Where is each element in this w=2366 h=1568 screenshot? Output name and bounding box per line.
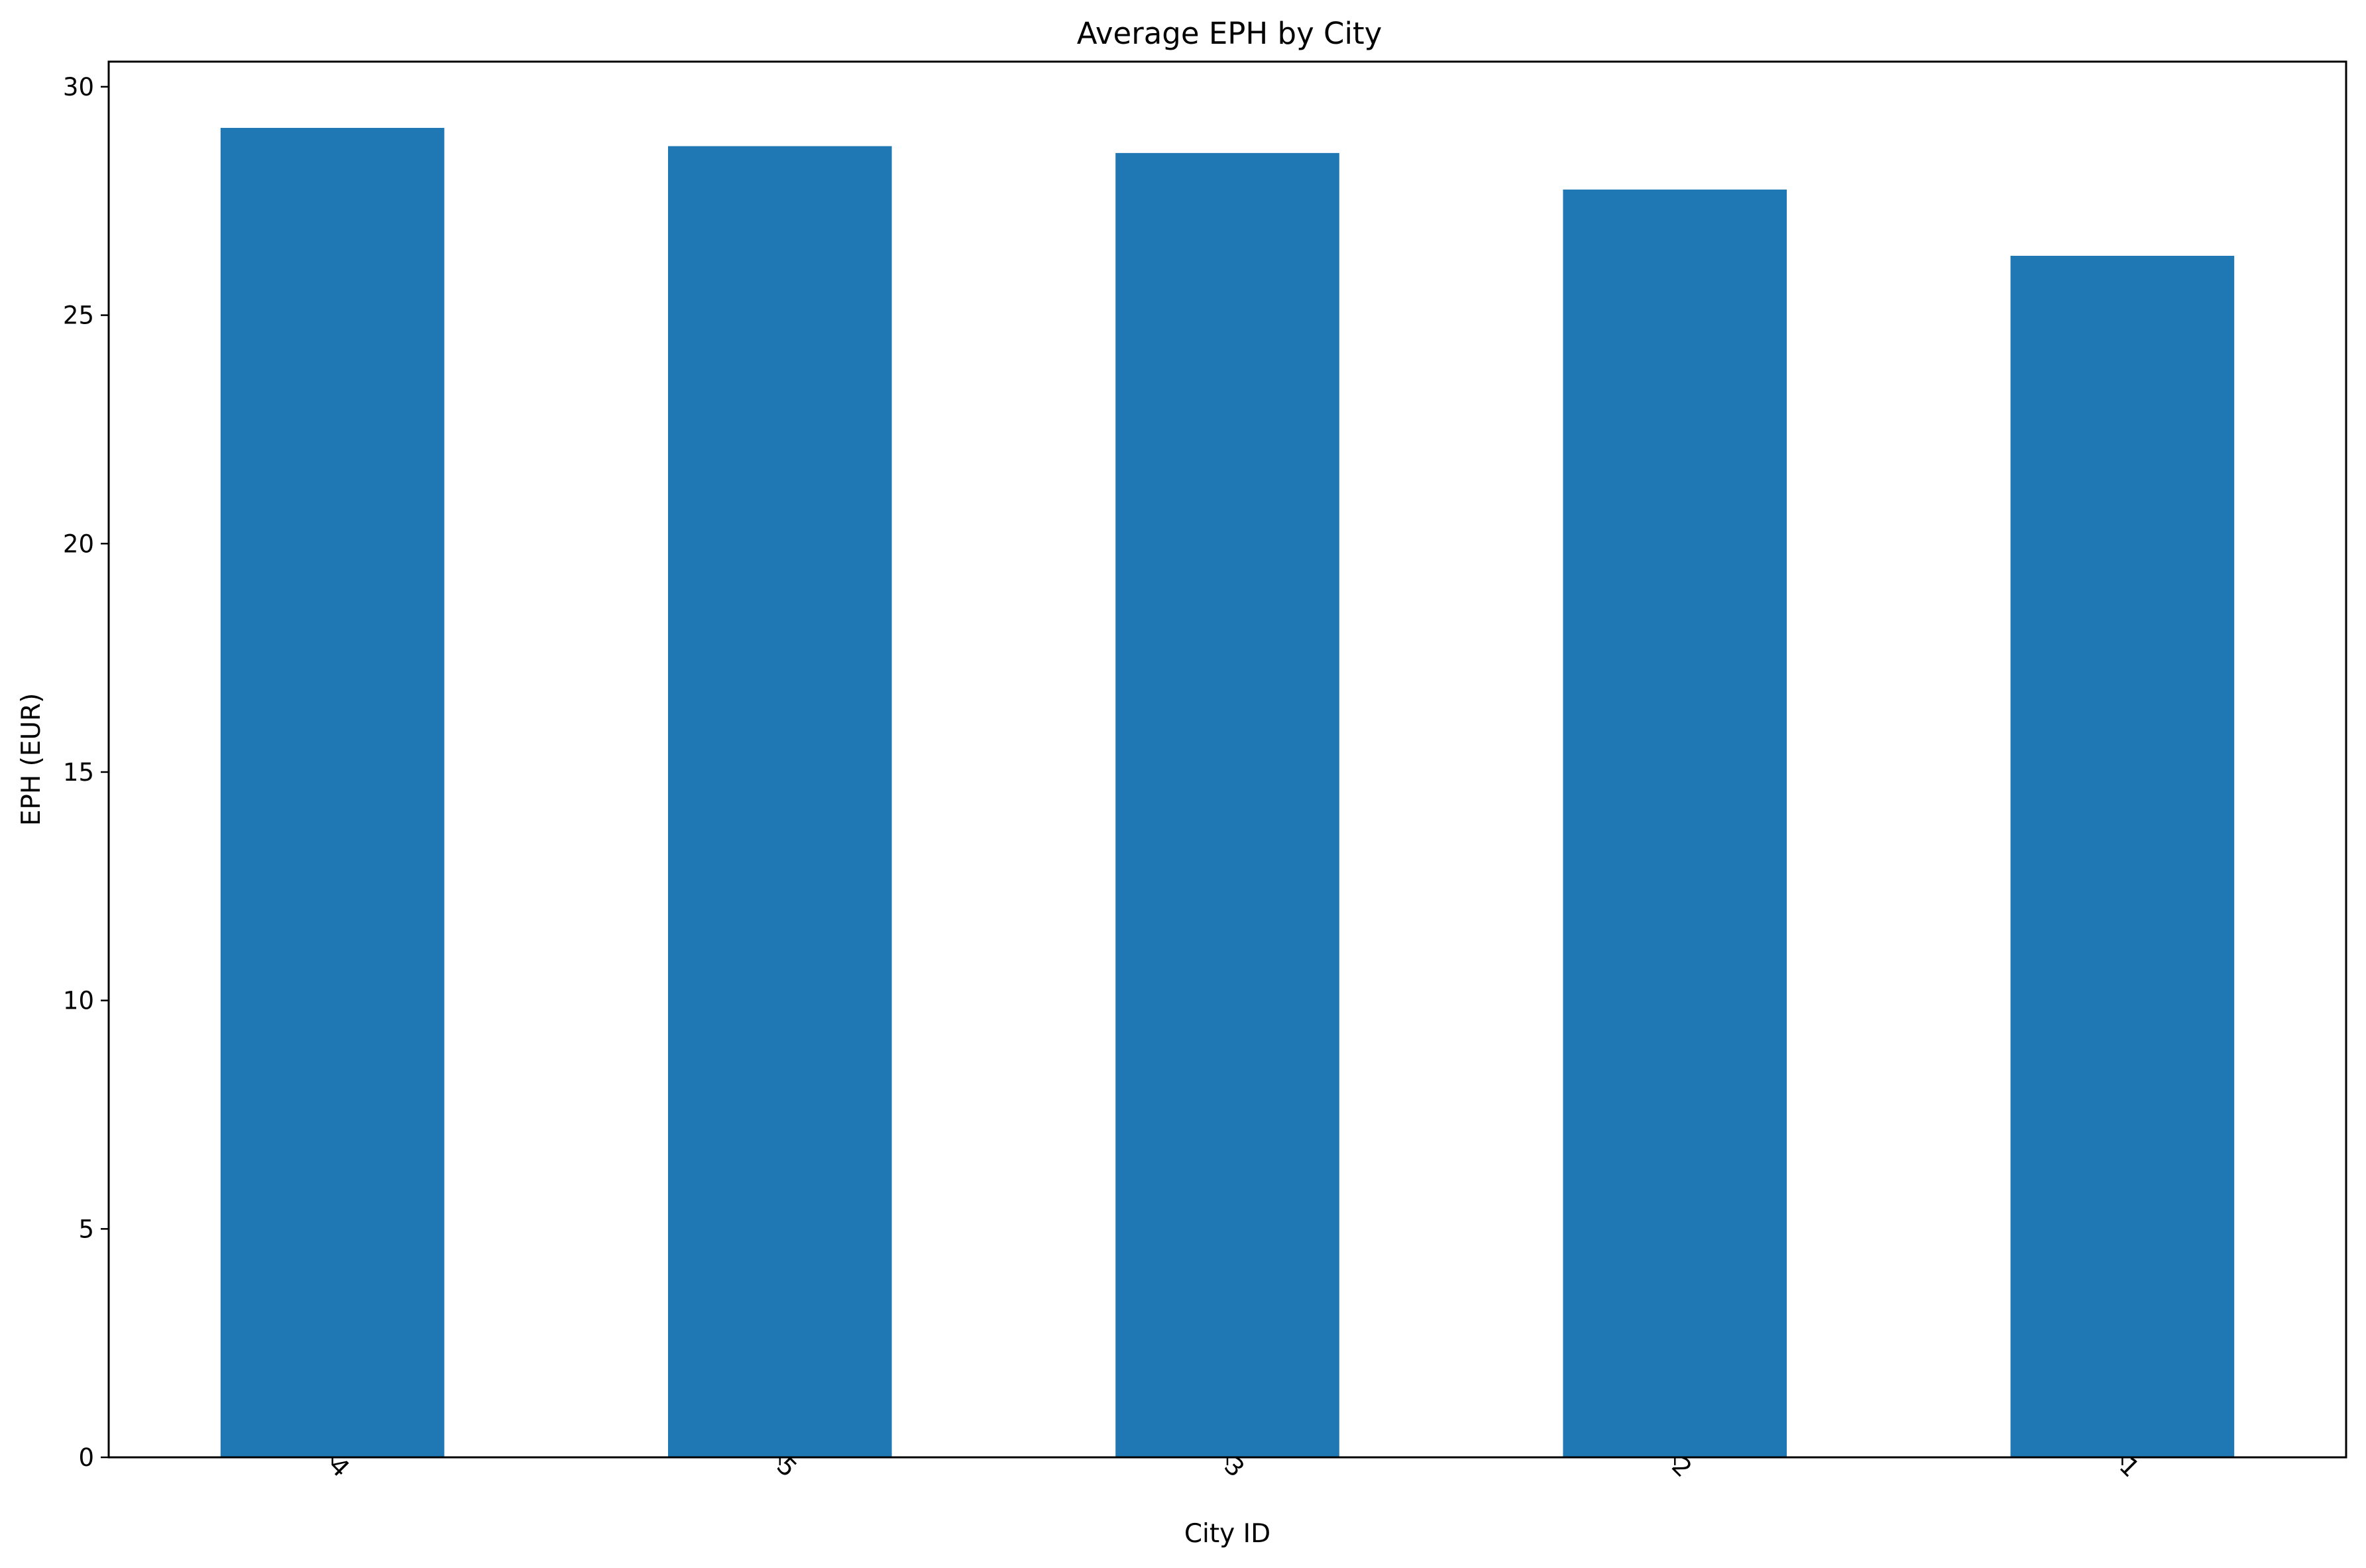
y-tick-label: 25 bbox=[63, 302, 94, 330]
y-tick-label: 5 bbox=[78, 1215, 94, 1243]
y-tick-label: 0 bbox=[78, 1443, 94, 1472]
y-axis-label: EPH (EUR) bbox=[17, 693, 46, 826]
bar-city-5 bbox=[668, 146, 892, 1457]
bar-city-4 bbox=[220, 127, 445, 1458]
y-tick-label: 15 bbox=[63, 758, 94, 787]
bar-city-2 bbox=[1563, 190, 1787, 1458]
y-axis-ticks: 0 5 10 15 20 25 30 bbox=[63, 73, 109, 1472]
y-tick-label: 10 bbox=[63, 987, 94, 1015]
x-axis-label: City ID bbox=[1184, 1519, 1270, 1549]
y-tick-label: 30 bbox=[63, 73, 94, 101]
plot-area-frame bbox=[107, 60, 2347, 1459]
bars-group bbox=[220, 127, 2235, 1458]
bar-city-1 bbox=[2010, 255, 2235, 1457]
bar-city-3 bbox=[1115, 152, 1339, 1458]
y-tick-label: 20 bbox=[63, 530, 94, 558]
chart-title: Average EPH by City bbox=[1077, 16, 1382, 51]
